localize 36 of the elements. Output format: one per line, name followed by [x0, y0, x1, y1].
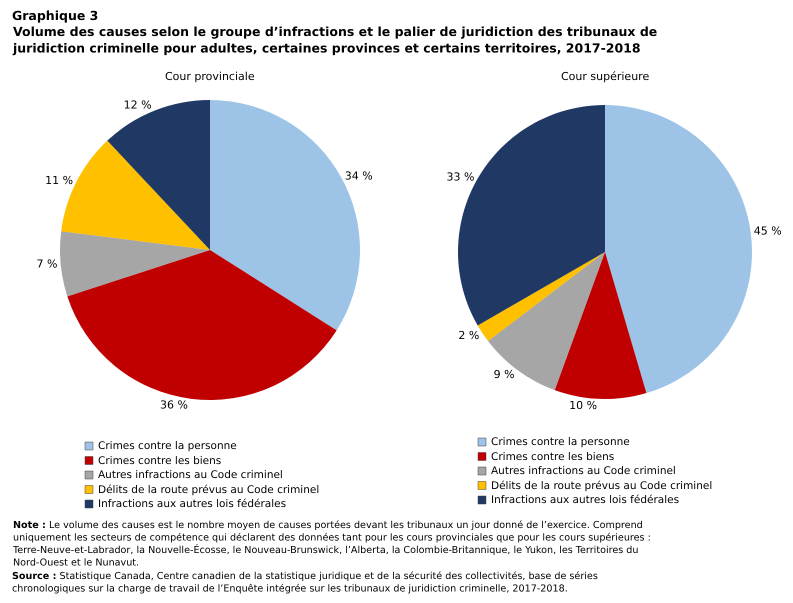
data-label: 12 % [124, 98, 152, 112]
data-label: 9 % [494, 368, 515, 382]
legend-label: Crimes contre la personne [98, 440, 237, 452]
pie-slice [478, 252, 605, 342]
data-label: 36 % [160, 398, 188, 412]
data-label: 11 % [45, 174, 74, 188]
legend-label: Crimes contre les biens [491, 451, 614, 463]
pie-slice [605, 105, 752, 394]
data-label: 2 % [458, 328, 480, 342]
pie-slice [554, 252, 646, 399]
text: Graphique 3 [12, 8, 98, 23]
pie-slice [67, 250, 337, 400]
text: Note : Le volume des causes est le nombre moyen de causes portées devant les tribunaux un jour donné de l’exercice. Comprend uniquement les secteurs de compétence qui déclarent des données tant pour les cours provinciales que pour les cours supérieures : Terre-Neuve-et-Labrador, la Nouvelle-Écosse, le Nouveau-Brunswick, l’Alberta, la Colombie-Britannique, le Yukon, les Territoires du Nord-Ouest et le Nunavut. [12, 520, 651, 568]
data-label: 45 % [754, 224, 782, 238]
legend-label: Infractions aux autres lois fédérales [491, 494, 680, 506]
data-label: 7 % [36, 258, 58, 271]
chart-title: Cour supérieure [561, 70, 650, 83]
text: Volume des causes selon le groupe d’infractions et le palier de juridiction des tribunaux de juridiction criminelle pour adultes, certaines provinces et certains territoires, 2017-2018 [12, 24, 658, 56]
pie-slice [488, 252, 605, 390]
pie-slice [210, 100, 360, 330]
chart-title: Cour provinciale [165, 70, 255, 83]
legend-label: Autres infractions au Code criminel [98, 469, 283, 481]
legend-label: Autres infractions au Code criminel [491, 465, 676, 477]
legend-label: Crimes contre la personne [491, 436, 630, 448]
pie-slice [458, 105, 605, 326]
legend-label: Infractions aux autres lois fédérales [98, 498, 286, 510]
data-label: 33 % [446, 170, 474, 184]
data-label: 34 % [344, 170, 373, 183]
legend-label: Crimes contre les biens [98, 455, 222, 467]
pie-slice [107, 100, 210, 250]
legend-label: Délits de la route prévus au Code criminel [491, 480, 712, 492]
source-note: Source : Statistique Canada, Centre canadien de la statistique juridique et de la sécurité des collectivités, base de séries chronologiques sur la charge de travail de l’Enquête intégrée sur les tribunaux de juridiction criminelle, 2017-2018. [12, 571, 598, 594]
pie-slice [61, 140, 210, 250]
pie-slice [60, 231, 210, 296]
data-label: 10 % [569, 398, 598, 412]
legend-label: Délits de la route prévus au Code criminel [98, 484, 320, 496]
